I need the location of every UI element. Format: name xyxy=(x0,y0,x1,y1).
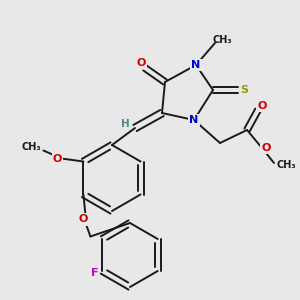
Text: O: O xyxy=(53,154,62,164)
Text: O: O xyxy=(79,214,88,224)
Text: H: H xyxy=(121,119,129,129)
Text: F: F xyxy=(91,268,98,278)
Text: O: O xyxy=(257,101,267,111)
Text: S: S xyxy=(240,85,248,95)
Text: N: N xyxy=(189,115,199,125)
Text: O: O xyxy=(136,58,146,68)
Text: CH₃: CH₃ xyxy=(22,142,41,152)
Text: N: N xyxy=(191,60,201,70)
Text: CH₃: CH₃ xyxy=(276,160,296,170)
Text: CH₃: CH₃ xyxy=(212,35,232,45)
Text: O: O xyxy=(261,143,271,153)
